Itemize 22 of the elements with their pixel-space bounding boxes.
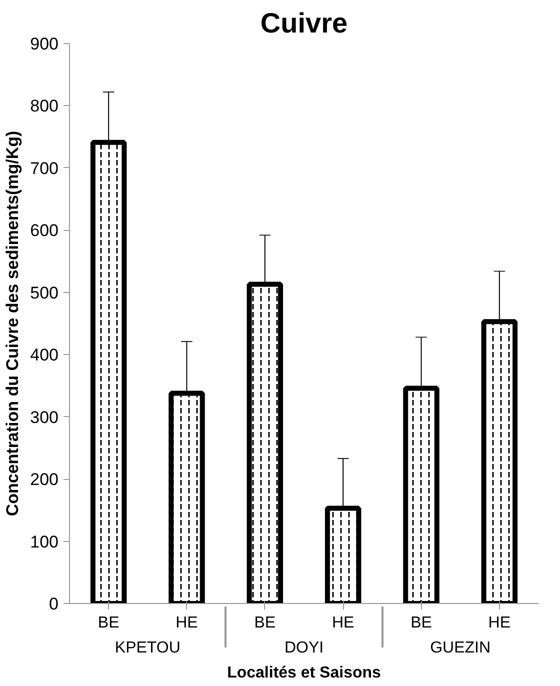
y-tick-label: 600 xyxy=(30,221,59,240)
y-tick-label: 400 xyxy=(30,346,59,365)
y-tick-label: 500 xyxy=(30,283,59,302)
x-tick-label: BE xyxy=(410,614,432,632)
text: KPETOU xyxy=(114,640,180,656)
x-tick-label: BE xyxy=(254,614,276,632)
x-axis-title: Localités et Saisons xyxy=(227,664,382,682)
y-tick-label: 200 xyxy=(30,470,59,490)
x-tick-label: HE xyxy=(488,614,511,632)
y-axis-title: Concentration du Cuivre des sediments(mg/Kg) xyxy=(3,130,22,516)
text: DOYI xyxy=(284,640,324,656)
y-tick-label: 900 xyxy=(30,34,59,54)
y-tick-label: 800 xyxy=(30,96,59,116)
text: GUEZIN xyxy=(430,640,491,656)
y-tick-label: 300 xyxy=(30,408,59,427)
chart-title: Cuivre xyxy=(260,8,348,38)
y-tick-label: 100 xyxy=(30,532,59,552)
y-tick-label: 0 xyxy=(49,594,59,614)
x-tick-label: BE xyxy=(98,614,120,632)
x-tick-label: HE xyxy=(176,614,198,632)
x-tick-label: HE xyxy=(332,614,354,632)
y-tick-label: 700 xyxy=(30,158,59,178)
